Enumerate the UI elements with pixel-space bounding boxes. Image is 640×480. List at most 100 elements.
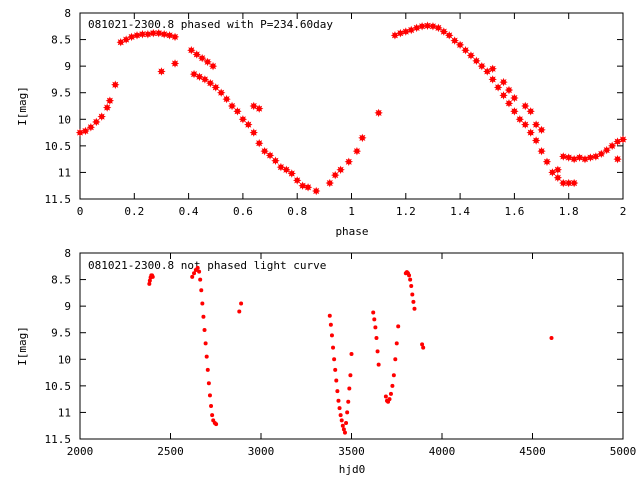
data-point: [564, 153, 573, 162]
data-point: [239, 301, 244, 306]
data-point: [105, 96, 115, 105]
x-tick-label: 0.2: [124, 205, 144, 218]
y-tick-label: 10: [58, 353, 71, 366]
phased-chart: 081021-2300.8 phased with P=234.60day ph…: [16, 7, 628, 238]
data-point: [201, 314, 206, 319]
x-axis-ticks: 2000 2500 3000 3500 4000 4500 5000: [67, 253, 636, 458]
data-point: [210, 413, 215, 418]
data-point: [293, 176, 302, 185]
y-axis-label: I[mag]: [16, 326, 29, 366]
y-tick-label: 9: [64, 60, 71, 73]
data-point: [143, 30, 153, 39]
data-point: [254, 139, 264, 148]
x-tick-label: 1.6: [504, 205, 524, 218]
data-point: [559, 152, 568, 161]
data-point: [254, 104, 264, 113]
data-point: [233, 107, 242, 116]
data-point: [282, 165, 291, 174]
data-point: [197, 53, 207, 63]
data-point: [340, 423, 345, 428]
data-point: [526, 128, 535, 137]
data-point: [138, 30, 147, 39]
data-point: [373, 325, 378, 330]
data-point: [206, 78, 215, 88]
data-point: [312, 186, 321, 196]
data-point: [553, 173, 563, 182]
data-point: [607, 141, 617, 151]
data-point: [375, 349, 380, 354]
data-point: [331, 345, 336, 350]
data-point: [393, 357, 398, 362]
data-point: [147, 278, 152, 283]
data-point: [209, 404, 214, 409]
data-point: [303, 183, 313, 192]
data-point: [537, 146, 546, 156]
data-point: [132, 31, 142, 40]
data-point: [421, 345, 426, 350]
data-point: [86, 123, 96, 132]
y-tick-label: 10: [58, 113, 71, 126]
data-point: [97, 112, 106, 121]
data-point: [192, 271, 197, 276]
data-point: [147, 281, 152, 286]
data-point: [208, 61, 218, 71]
data-point: [92, 117, 101, 127]
data-point: [207, 393, 212, 398]
data-point: [206, 381, 211, 386]
data-point: [345, 410, 350, 415]
y-tick-label: 11: [58, 406, 71, 419]
data-point: [591, 152, 601, 161]
data-point: [358, 133, 367, 143]
plot-frame: [79, 12, 624, 200]
data-point: [165, 31, 174, 40]
data-point: [383, 394, 388, 399]
data-point: [461, 46, 470, 55]
data-point: [154, 28, 163, 38]
x-tick-label: 2: [620, 205, 627, 218]
data-point: [244, 120, 253, 129]
data-point: [466, 51, 476, 60]
x-tick-label: 0.6: [233, 205, 253, 218]
data-point: [575, 153, 584, 162]
x-tick-label: 3500: [338, 445, 365, 458]
data-point: [372, 317, 377, 322]
data-point: [428, 22, 438, 31]
data-points: [75, 21, 628, 196]
x-tick-label: 2000: [67, 445, 94, 458]
data-point: [510, 107, 519, 116]
data-point: [352, 146, 362, 156]
data-point: [420, 342, 425, 347]
data-point: [394, 341, 399, 346]
data-point: [287, 169, 296, 178]
data-point: [203, 57, 212, 67]
data-point: [531, 136, 541, 145]
data-point: [329, 333, 334, 338]
x-tick-label: 0: [77, 205, 84, 218]
data-point: [348, 373, 353, 378]
data-points: [147, 265, 554, 435]
data-point: [265, 151, 275, 160]
x-axis-label: phase: [335, 225, 368, 238]
data-point: [342, 430, 347, 435]
y-tick-label: 8: [64, 247, 71, 260]
data-point: [553, 165, 563, 174]
data-point: [344, 421, 349, 426]
y-axis-ticks: 8 8.5 9 9.5 10 10.5 11 11.5: [45, 7, 623, 206]
data-point: [548, 168, 557, 177]
data-point: [159, 30, 169, 39]
data-point: [238, 115, 248, 124]
data-point: [618, 135, 628, 144]
y-tick-label: 10.5: [45, 380, 72, 393]
y-tick-label: 8.5: [51, 274, 71, 287]
data-point: [189, 69, 199, 79]
data-point: [170, 32, 180, 42]
data-point: [407, 273, 412, 278]
y-tick-label: 9.5: [51, 87, 71, 100]
data-point: [434, 23, 443, 33]
data-point: [111, 80, 120, 89]
x-tick-label: 4500: [519, 445, 546, 458]
data-point: [195, 265, 200, 270]
data-point: [150, 274, 155, 279]
data-point: [336, 165, 345, 174]
